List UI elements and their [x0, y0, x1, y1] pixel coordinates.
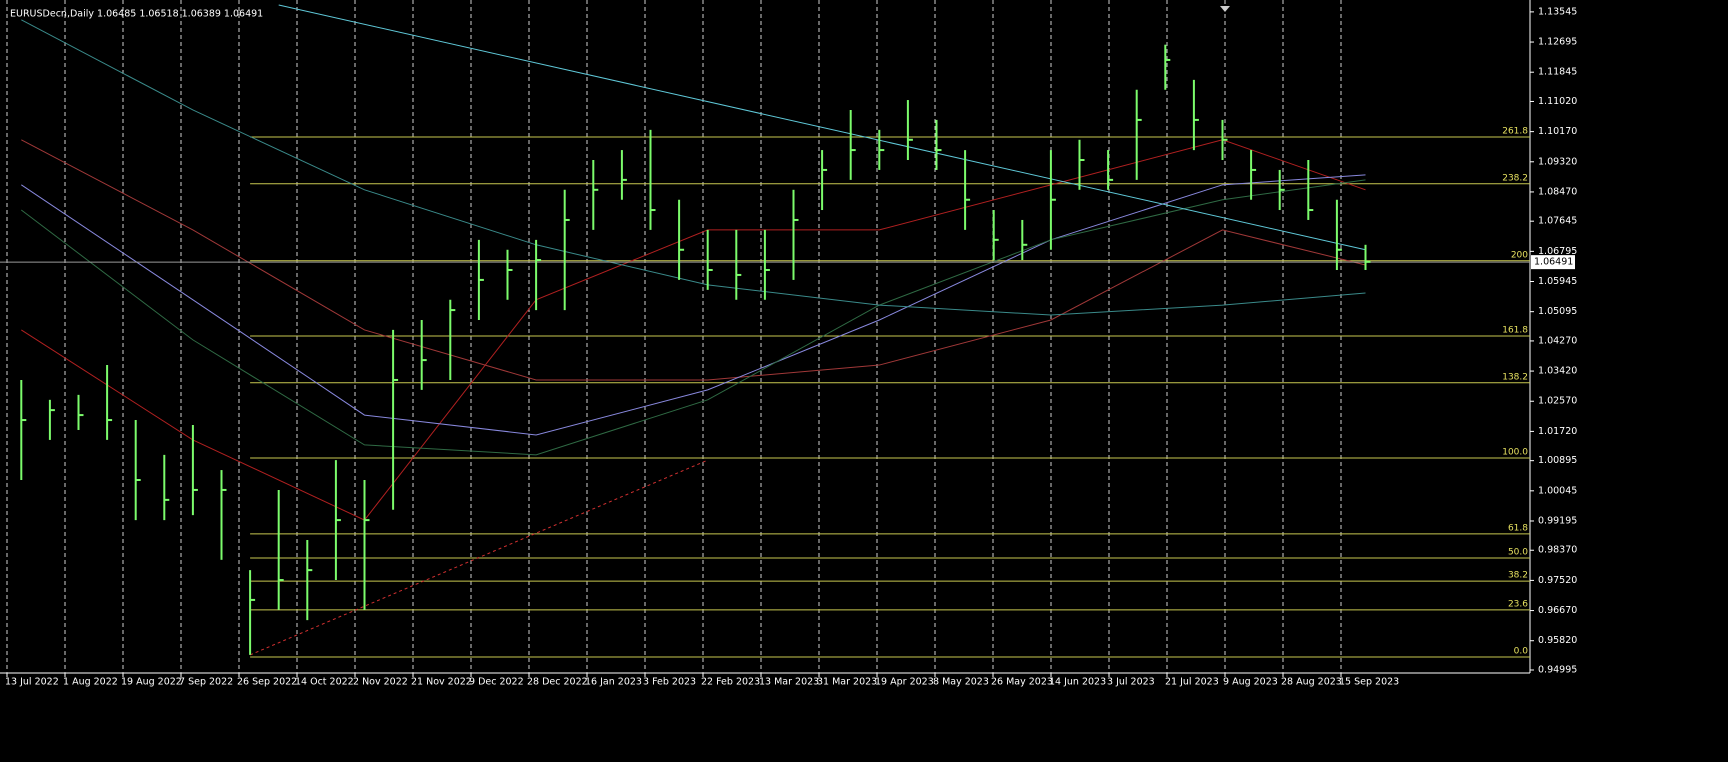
- x-tick-label: 21 Nov 2022: [411, 677, 472, 688]
- moving-average: [20, 179, 1366, 456]
- x-tick-label: 19 Apr 2023: [875, 677, 934, 688]
- y-tick-label: 1.11020: [1538, 96, 1577, 107]
- x-tick-label: 2 Nov 2022: [353, 677, 408, 688]
- x-tick-label: 13 Jul 2022: [5, 677, 59, 688]
- x-tick-label: 3 Feb 2023: [643, 677, 696, 688]
- current-price-box: [1531, 255, 1575, 270]
- fib-label: 100.0: [1502, 448, 1528, 458]
- y-tick-label: 1.00895: [1538, 455, 1577, 466]
- y-tick-label: 1.13545: [1538, 6, 1577, 17]
- fib-label: 50.0: [1508, 548, 1528, 558]
- fib-label: 23.6: [1508, 599, 1528, 609]
- x-tick-label: 13 Mar 2023: [759, 677, 819, 688]
- x-tick-label: 26 Sep 2022: [237, 677, 297, 688]
- y-tick-label: 1.05945: [1538, 276, 1577, 287]
- y-tick-label: 1.00045: [1538, 485, 1577, 496]
- y-tick-label: 1.05095: [1538, 306, 1577, 317]
- y-tick-label: 1.04270: [1538, 335, 1577, 346]
- current-price-label: 1.06491: [1534, 257, 1573, 268]
- y-tick-label: 0.97520: [1538, 575, 1577, 586]
- y-tick-label: 1.10170: [1538, 126, 1577, 137]
- y-tick-label: 1.06795: [1538, 246, 1577, 257]
- moving-average: [21, 174, 1366, 436]
- x-tick-label: 16 Jan 2023: [585, 677, 642, 688]
- y-tick-label: 0.95820: [1538, 635, 1577, 646]
- y-tick-label: 1.11845: [1538, 67, 1577, 78]
- x-tick-label: 22 Feb 2023: [701, 677, 760, 688]
- chart-title: EURUSDecn,Daily 1.06485 1.06518 1.06389 …: [10, 9, 263, 20]
- x-tick-label: 8 May 2023: [933, 677, 989, 688]
- y-tick-label: 1.08470: [1538, 186, 1577, 197]
- x-tick-label: 14 Jun 2023: [1049, 677, 1106, 688]
- x-tick-label: 3 Jul 2023: [1107, 677, 1155, 688]
- fib-label: 261.8: [1502, 126, 1528, 136]
- x-tick-label: 1 Aug 2022: [63, 677, 118, 688]
- y-tick-label: 1.07645: [1538, 216, 1577, 227]
- trendline: [278, 4, 1366, 251]
- x-tick-label: 28 Aug 2023: [1281, 677, 1342, 688]
- trendline: [249, 459, 708, 656]
- x-tick-label: 26 May 2023: [991, 677, 1053, 688]
- y-tick-label: 0.99195: [1538, 515, 1577, 526]
- fib-label: 138.2: [1502, 372, 1528, 382]
- y-tick-label: 1.02570: [1538, 396, 1577, 407]
- y-tick-label: 0.98370: [1538, 545, 1577, 556]
- x-tick-label: 21 Jul 2023: [1165, 677, 1219, 688]
- fib-label: 38.2: [1508, 571, 1528, 581]
- fib-label: 238.2: [1502, 173, 1528, 183]
- x-tick-label: 14 Oct 2022: [295, 677, 354, 688]
- fib-label: 161.8: [1502, 325, 1528, 335]
- y-tick-label: 0.94995: [1538, 664, 1577, 675]
- y-tick-label: 1.01720: [1538, 426, 1577, 437]
- x-tick-label: 28 Dec 2022: [527, 677, 588, 688]
- fib-label: 0.0: [1514, 647, 1529, 657]
- y-tick-label: 0.96670: [1538, 605, 1577, 616]
- x-tick-label: 15 Sep 2023: [1339, 677, 1399, 688]
- y-tick-label: 1.12695: [1538, 37, 1577, 48]
- moving-average: [21, 139, 1366, 381]
- x-tick-label: 31 Mar 2023: [817, 677, 877, 688]
- y-tick-label: 1.09320: [1538, 156, 1577, 167]
- x-tick-label: 9 Dec 2022: [469, 677, 524, 688]
- fib-label: 200: [1511, 250, 1528, 260]
- y-tick-label: 1.03420: [1538, 366, 1577, 377]
- x-tick-label: 19 Aug 2022: [121, 677, 182, 688]
- x-tick-label: 9 Aug 2023: [1223, 677, 1278, 688]
- fib-label: 61.8: [1508, 523, 1528, 533]
- x-tick-label: 7 Sep 2022: [179, 677, 233, 688]
